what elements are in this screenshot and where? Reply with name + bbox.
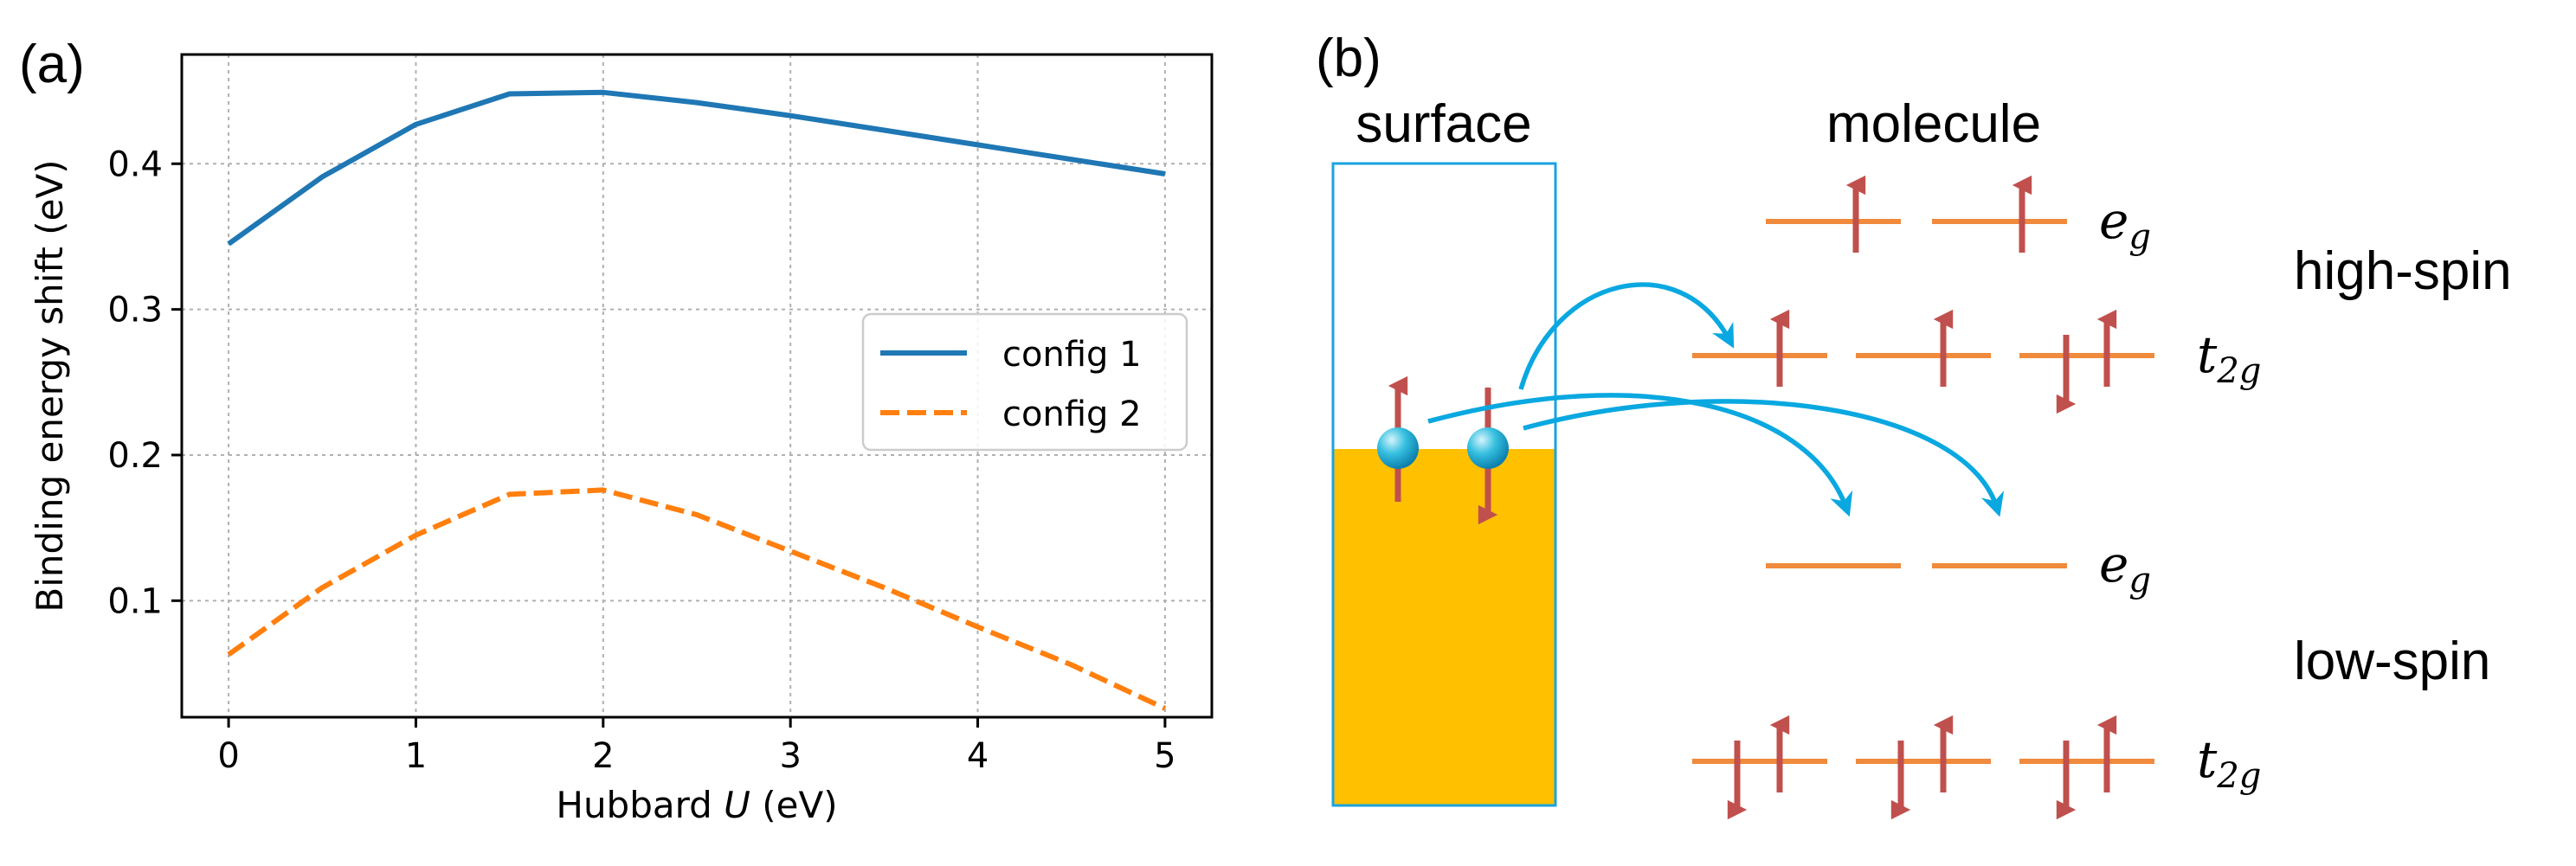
y-ticks: 0.1 0.2 0.3 0.4 — [107, 144, 182, 621]
legend-label-config-2: config 2 — [1002, 395, 1142, 434]
y-tick-label: 0.1 — [107, 581, 163, 621]
hop-arrow-to-high-spin — [1518, 282, 1735, 390]
axes-frame — [180, 53, 1214, 719]
x-tick-label: 0 — [217, 736, 239, 776]
legend-box — [861, 312, 1188, 452]
y-tick-label: 0.2 — [107, 436, 163, 476]
x-tick-label: 5 — [1154, 736, 1175, 776]
molecule-label: molecule — [1826, 94, 2041, 154]
hs-t2g-label: t2g — [2197, 325, 2261, 391]
panel-a-label: (a) — [19, 35, 85, 94]
x-tick-label: 3 — [779, 736, 801, 776]
high-spin-label: high-spin — [2294, 241, 2512, 301]
x-tick-label: 2 — [592, 736, 614, 776]
series-line-config-1 — [227, 89, 1166, 247]
surface-box — [1331, 162, 1557, 807]
surface-label: surface — [1356, 94, 1531, 154]
legend: config 1 config 2 — [861, 312, 1188, 452]
hs-eg-label: eg — [2099, 191, 2151, 257]
hop-arrow-to-low-spin-eg-1 — [1427, 393, 1853, 517]
y-tick-label: 0.3 — [107, 291, 163, 330]
panel-b-label: (b) — [1316, 29, 1381, 88]
grid — [182, 55, 1212, 717]
surface-electron-2 — [1467, 427, 1509, 469]
low-spin-label: low-spin — [2294, 632, 2490, 691]
ls-t2g-label: t2g — [2197, 730, 2261, 796]
chart: 0 1 2 3 4 5 0.1 0.2 0.3 0.4 Hubbard U (eV) Bindi… — [29, 53, 1214, 826]
x-ticks: 0 1 2 3 4 5 — [217, 717, 1176, 776]
surface-filled-band — [1333, 449, 1555, 805]
x-axis-label: Hubbard U (eV) — [556, 784, 837, 826]
hop-arrow-to-low-spin-eg-2 — [1523, 399, 2005, 517]
ls-eg-label: eg — [2099, 535, 2151, 600]
x-tick-label: 1 — [405, 736, 427, 776]
series-lines — [227, 89, 1167, 711]
x-tick-label: 4 — [967, 736, 989, 776]
y-axis-label: Binding energy shift (eV) — [29, 159, 71, 612]
y-tick-label: 0.4 — [107, 144, 163, 184]
surface-electron-1 — [1377, 427, 1419, 469]
legend-label-config-1: config 1 — [1002, 335, 1142, 375]
series-line-config-2 — [227, 487, 1167, 711]
